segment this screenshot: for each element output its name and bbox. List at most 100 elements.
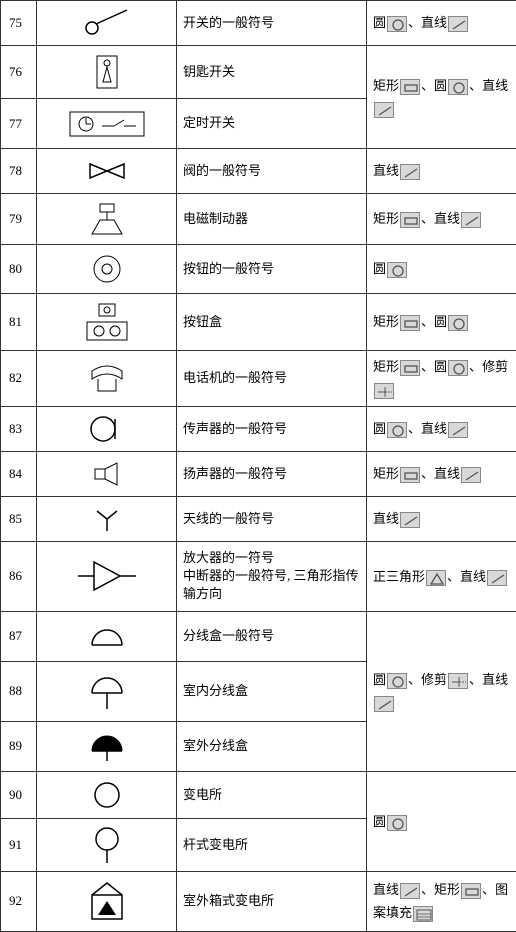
description: 分线盒一般符号 [177,611,367,661]
row-number: 77 [1,99,37,149]
row-number: 90 [1,771,37,818]
tool-line-icon [487,570,507,586]
tool-label: 矩形 [373,78,399,93]
tool-line-icon [400,164,420,180]
row-number: 75 [1,1,37,46]
tool-rect-icon [400,212,420,228]
symbol-cell [37,451,177,496]
tool-label: 直线 [373,163,399,178]
table-row: 84 扬声器的一般符号 矩形 、直线 [1,451,516,496]
description: 定时开关 [177,99,367,149]
tools-cell: 直线 [367,149,516,194]
tool-label: 直线 [373,882,399,897]
tools-cell: 矩形、圆 [367,294,516,351]
row-number: 86 [1,541,37,611]
tool-rect-icon [400,315,420,331]
table-row: 87 分线盒一般符号 圆、修剪、直线 [1,611,516,661]
table-row: 92 室外箱式变电所 直线、矩形、图案填充 [1,871,516,931]
tool-circle-icon [448,315,468,331]
description: 按钮盒 [177,294,367,351]
separator: 、 [421,466,434,481]
tool-label: 直线 [482,78,508,93]
tool-label: 矩形 [373,359,399,374]
tool-label: 圆 [373,15,386,30]
table-row: 85 天线的一般符号 直线 [1,496,516,541]
description: 电磁制动器 [177,194,367,245]
description: 室内分线盒 [177,661,367,721]
separator: 、 [421,882,434,897]
symbol-table: 75 开关的一般符号 圆、直线 76 钥匙开关 矩形、圆、直线 77 定时开关 … [0,0,516,932]
row-number: 92 [1,871,37,931]
tool-label: 圆 [434,314,447,329]
row-number: 82 [1,351,37,407]
row-number: 84 [1,451,37,496]
tool-label: 圆 [373,261,386,276]
row-number: 81 [1,294,37,351]
table-row: 81 按钮盒 矩形、圆 [1,294,516,351]
tool-line-icon [448,16,468,32]
tools-cell: 正三角形、直线 [367,541,516,611]
tool-rect-icon [400,79,420,95]
row-number: 83 [1,406,37,451]
description: 扬声器的一般符号 [177,451,367,496]
tool-circle-icon [387,262,407,278]
separator: 、 [469,359,482,374]
symbol-cell [37,871,177,931]
tools-cell: 直线 [367,496,516,541]
description: 开关的一般符号 [177,1,367,46]
tools-cell: 直线、矩形、图案填充 [367,871,516,931]
symbol-cell [37,611,177,661]
tool-rect-icon [400,467,420,483]
symbol-cell [37,406,177,451]
separator: 、 [447,569,460,584]
tool-label: 圆 [434,78,447,93]
symbol-cell [37,771,177,818]
description: 室外分线盒 [177,721,367,771]
symbol-cell [37,721,177,771]
tool-trim-icon [374,383,394,399]
tool-label: 直线 [421,15,447,30]
tool-pattern-icon [413,906,433,922]
table-row: 83 传声器的一般符号 圆、直线 [1,406,516,451]
table-row: 78 阀的一般符号 直线 [1,149,516,194]
table-row: 82 电话机的一般符号 矩形、圆、修剪 [1,351,516,407]
row-number: 80 [1,245,37,294]
tool-label: 矩形 [434,882,460,897]
tools-cell: 圆 [367,245,516,294]
tool-label: 圆 [373,421,386,436]
tool-line-icon [374,696,394,712]
row-number: 85 [1,496,37,541]
tools-cell: 矩形、圆、直线 [367,46,516,149]
tool-line-icon [461,467,481,483]
symbol-cell [37,818,177,871]
tool-line-icon [400,883,420,899]
tool-label: 直线 [421,421,447,436]
tool-label: 直线 [434,211,460,226]
table-row: 79 电磁制动器 矩形、直线 [1,194,516,245]
tool-line-icon [400,512,420,528]
separator: 、 [408,421,421,436]
separator: 、 [469,78,482,93]
symbol-cell [37,351,177,407]
tool-rect-icon [461,883,481,899]
separator: 、 [408,672,421,687]
description: 天线的一般符号 [177,496,367,541]
description: 电话机的一般符号 [177,351,367,407]
tools-cell: 圆 、直线 [367,406,516,451]
row-number: 76 [1,46,37,99]
symbol-cell [37,661,177,721]
tool-circle-icon [448,360,468,376]
tool-circle-icon [387,815,407,831]
description: 杆式变电所 [177,818,367,871]
row-number: 78 [1,149,37,194]
tool-label: 矩形 [373,211,399,226]
tool-circle-icon [448,79,468,95]
tool-label: 直线 [434,466,460,481]
description: 室外箱式变电所 [177,871,367,931]
tools-cell: 圆 [367,771,516,871]
tool-circle-icon [387,422,407,438]
separator: 、 [469,672,482,687]
tool-line-icon [448,422,468,438]
tool-label: 矩形 [373,466,399,481]
tool-line-icon [374,102,394,118]
